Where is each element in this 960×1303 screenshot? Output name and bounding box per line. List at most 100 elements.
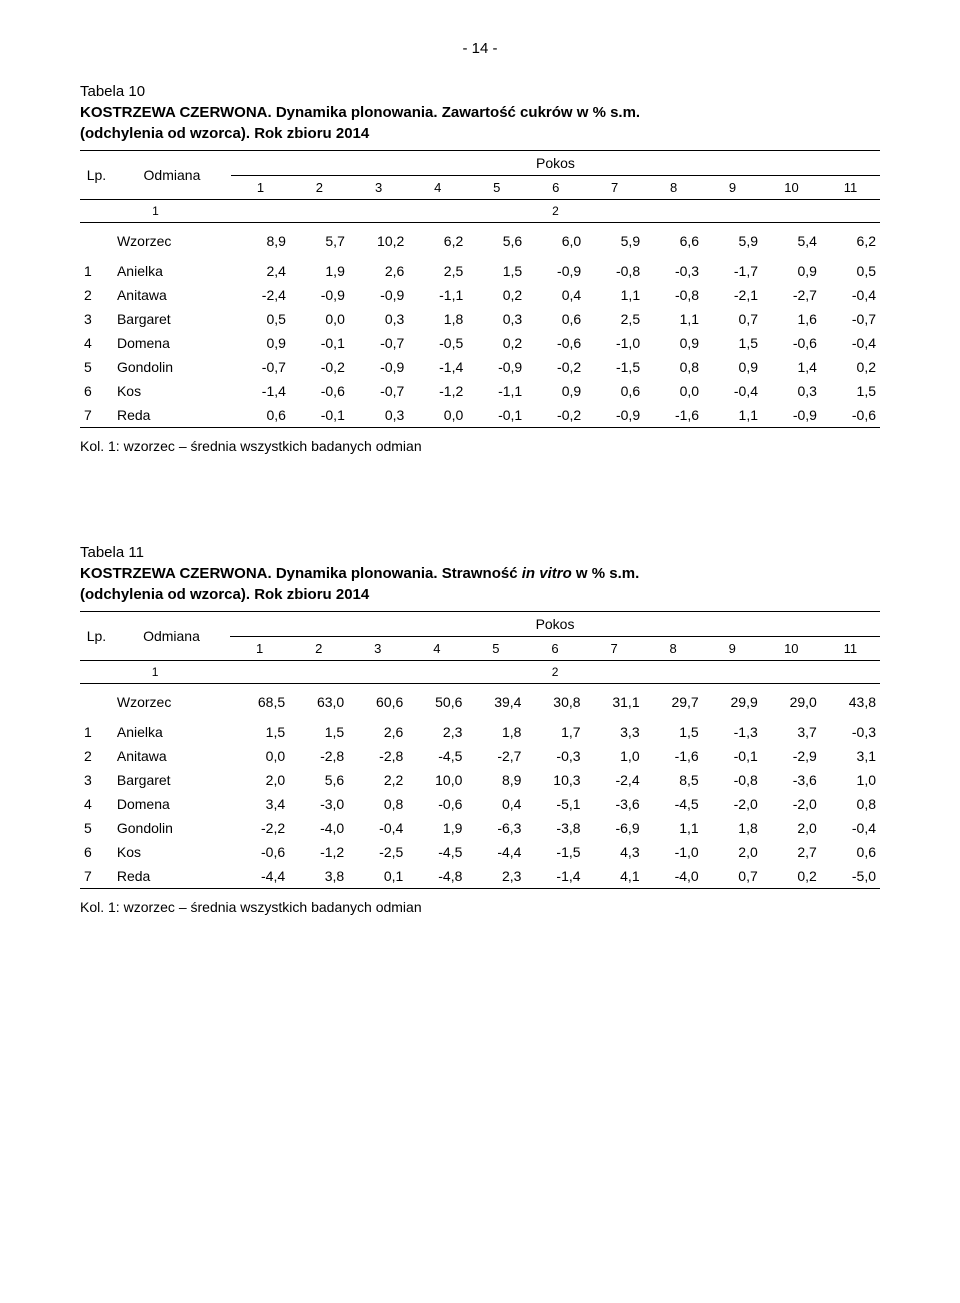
cell: 0,0: [644, 379, 703, 403]
cell: 3,8: [289, 864, 348, 889]
cell: 1,6: [762, 307, 821, 331]
cell: 0,0: [290, 307, 349, 331]
cell: 2,2: [348, 768, 407, 792]
cell: 1,9: [290, 259, 349, 283]
page-number: - 14 -: [80, 40, 880, 57]
cell: -0,6: [407, 792, 466, 816]
cell: -0,7: [231, 355, 290, 379]
cell: 39,4: [466, 684, 525, 721]
cell: 0,5: [821, 259, 880, 283]
cell-lp: 6: [80, 379, 113, 403]
cell: -6,3: [466, 816, 525, 840]
cell: -0,8: [585, 259, 644, 283]
cell: -2,0: [703, 792, 762, 816]
cell: -2,8: [348, 744, 407, 768]
col-2: 2: [289, 637, 348, 661]
cell: 0,8: [644, 355, 703, 379]
cell: 30,8: [525, 684, 584, 721]
cell-name: Gondolin: [113, 816, 230, 840]
cell: -2,4: [231, 283, 290, 307]
col-11: 11: [821, 176, 880, 200]
col-1: 1: [231, 176, 290, 200]
cell: 1,8: [466, 720, 525, 744]
cell: 0,3: [349, 307, 408, 331]
wzorzec-row: Wzorzec 8,9 5,7 10,2 6,2 5,6 6,0 5,9 6,6…: [80, 223, 880, 260]
cell: -0,9: [762, 403, 821, 428]
cell: 43,8: [821, 684, 880, 721]
cell: 0,9: [526, 379, 585, 403]
cell: 1,8: [703, 816, 762, 840]
cell: 3,1: [821, 744, 880, 768]
spacer: [80, 494, 880, 542]
cell: 2,0: [762, 816, 821, 840]
cell: -0,9: [467, 355, 526, 379]
cell: 5,9: [703, 223, 762, 260]
cell: -1,6: [644, 403, 703, 428]
page: - 14 - Tabela 10 KOSTRZEWA CZERWONA. Dyn…: [0, 0, 960, 995]
cell: 0,3: [762, 379, 821, 403]
cell: -0,2: [526, 355, 585, 379]
cell: -4,4: [230, 864, 289, 889]
cell: 1,0: [821, 768, 880, 792]
table-row: 1Anielka1,51,52,62,31,81,73,31,5-1,33,7-…: [80, 720, 880, 744]
cell: -0,9: [585, 403, 644, 428]
col-8: 8: [644, 176, 703, 200]
cell: 0,6: [231, 403, 290, 428]
cell: 0,2: [762, 864, 821, 889]
cell: -0,2: [290, 355, 349, 379]
sub-right: 2: [230, 661, 880, 684]
cell: -1,1: [408, 283, 467, 307]
cell: 2,3: [407, 720, 466, 744]
cell-lp: 2: [80, 744, 113, 768]
table-row: 5Gondolin-2,2-4,0-0,41,9-6,3-3,8-6,91,11…: [80, 816, 880, 840]
table-row: 5Gondolin-0,7-0,2-0,9-1,4-0,9-0,2-1,50,8…: [80, 355, 880, 379]
cell: 1,5: [644, 720, 703, 744]
cell: -0,4: [703, 379, 762, 403]
cell: -1,5: [585, 355, 644, 379]
cell: 0,2: [821, 355, 880, 379]
cell: 1,1: [585, 283, 644, 307]
table11-title-line2-italic: in vitro: [522, 565, 572, 582]
cell: 0,4: [526, 283, 585, 307]
cell: -1,7: [703, 259, 762, 283]
cell: 0,0: [230, 744, 289, 768]
cell-name: Domena: [113, 331, 231, 355]
cell-lp: 2: [80, 283, 113, 307]
col-4: 4: [408, 176, 467, 200]
sub-right: 2: [231, 200, 880, 223]
cell: 0,5: [231, 307, 290, 331]
cell: [80, 684, 113, 721]
cell: 0,0: [408, 403, 467, 428]
sub-left: 1: [80, 200, 231, 223]
table-row: 6Kos-0,6-1,2-2,5-4,5-4,4-1,54,3-1,02,02,…: [80, 840, 880, 864]
cell: 63,0: [289, 684, 348, 721]
cell-name: Gondolin: [113, 355, 231, 379]
cell: -1,0: [644, 840, 703, 864]
cell-name: Bargaret: [113, 768, 230, 792]
col-9: 9: [703, 176, 762, 200]
cell: -0,9: [349, 355, 408, 379]
cell: 5,6: [289, 768, 348, 792]
cell: -0,6: [821, 403, 880, 428]
cell: 2,6: [349, 259, 408, 283]
table-row: 2Anitawa0,0-2,8-2,8-4,5-2,7-0,31,0-1,6-0…: [80, 744, 880, 768]
cell: -1,4: [408, 355, 467, 379]
cell: -0,1: [703, 744, 762, 768]
cell: 0,7: [703, 307, 762, 331]
cell-name: Kos: [113, 840, 230, 864]
table10: Lp. Odmiana Pokos 1 2 3 4 5 6 7 8 9 10 1…: [80, 150, 880, 428]
cell: -0,3: [821, 720, 880, 744]
cell: -4,0: [289, 816, 348, 840]
cell-name: Anielka: [113, 259, 231, 283]
cell: 0,9: [703, 355, 762, 379]
cell: 2,6: [348, 720, 407, 744]
cell: 10,0: [407, 768, 466, 792]
cell: 8,9: [466, 768, 525, 792]
cell-name: Bargaret: [113, 307, 231, 331]
col-5: 5: [466, 637, 525, 661]
wzorzec-label: Wzorzec: [113, 684, 230, 721]
cell-name: Anitawa: [113, 283, 231, 307]
lp-header: Lp.: [80, 151, 113, 200]
table-row: 4Domena3,4-3,00,8-0,60,4-5,1-3,6-4,5-2,0…: [80, 792, 880, 816]
cell: 0,2: [467, 331, 526, 355]
